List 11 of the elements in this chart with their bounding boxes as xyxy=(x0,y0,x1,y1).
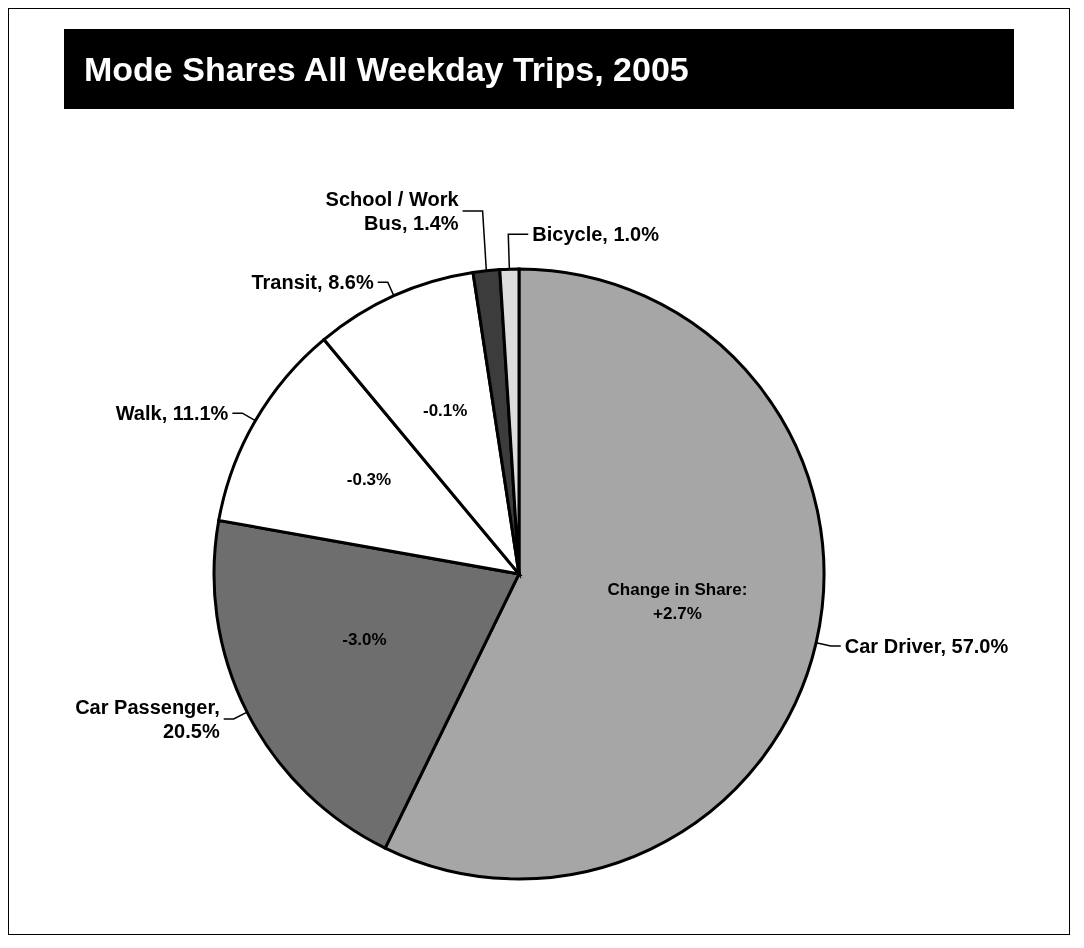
text: Change in Share: +2.7% xyxy=(607,579,748,623)
text: -3.0% xyxy=(342,629,387,649)
slice-label: Transit, 8.6% xyxy=(251,271,374,294)
slice-label: Car Passenger, 20.5% xyxy=(75,695,220,742)
slice-label: Bicycle, 1.0% xyxy=(532,223,660,246)
slice-label: School / Work Bus, 1.4% xyxy=(325,188,460,235)
chart-title: Mode Shares All Weekday Trips, 2005 xyxy=(64,29,1014,109)
text: -0.3% xyxy=(346,469,392,489)
text: -0.1% xyxy=(422,401,468,421)
slice-label: Walk, 11.1% xyxy=(115,402,229,425)
slice-label: Car Driver, 57.0% xyxy=(844,635,1009,658)
